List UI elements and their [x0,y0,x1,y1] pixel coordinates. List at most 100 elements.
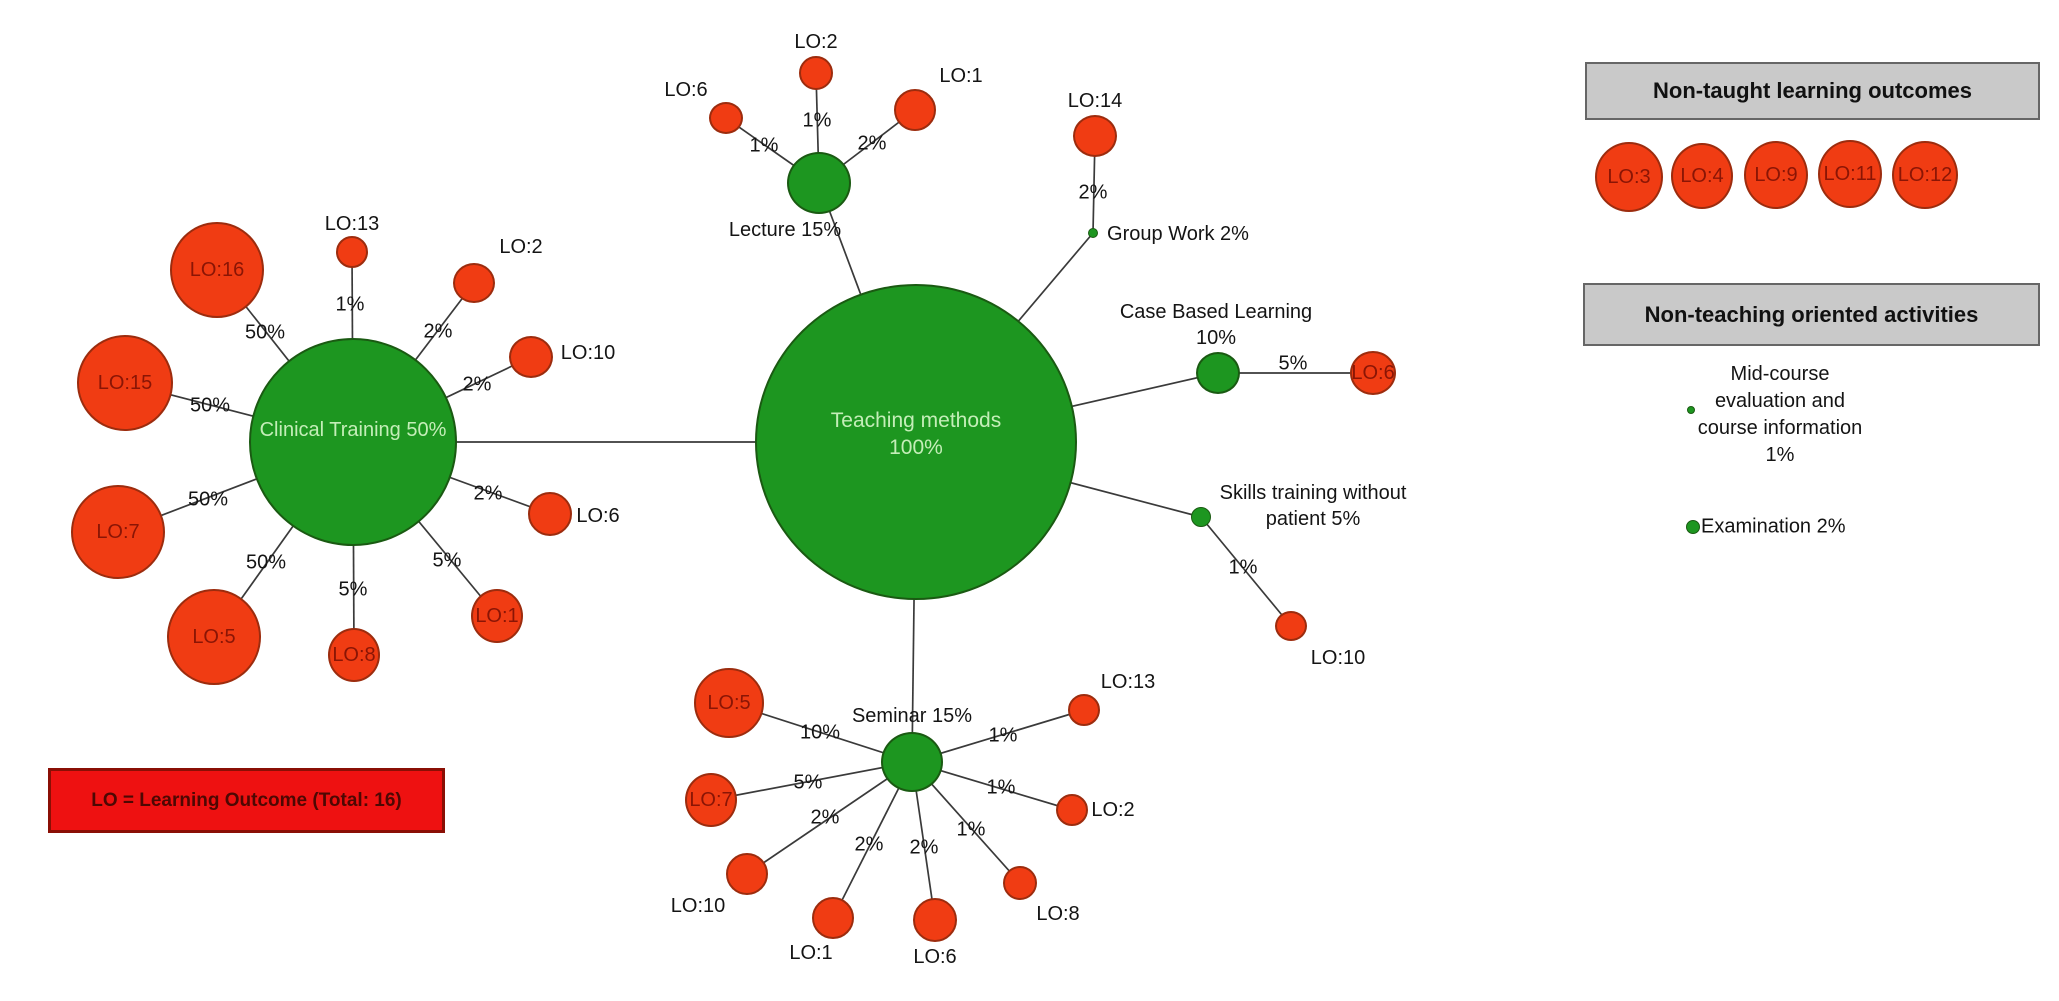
edge-percent-label: 2% [909,836,939,859]
node-ext-label-lo10-skills: LO:10 [1310,647,1366,669]
node-ext-label-cbl: Case Based Learning 10% [1119,301,1313,349]
node-lo1-clinical: LO:1 [471,589,523,643]
node-lo8-clinical: LO:8 [328,628,380,682]
node-label-clinical: Clinical Training 50% [259,419,447,441]
edge-seminar-lo7-seminar [710,761,913,801]
node-label-lo4: LO:4 [1680,165,1724,187]
node-label-lo16: LO:16 [189,259,245,281]
node-lo10-skills [1275,611,1307,641]
node-seminar [881,732,943,792]
edge-percent-label: 5% [1278,352,1308,375]
node-lo12: LO:12 [1892,141,1958,209]
edge-percent-label: 50% [189,394,231,417]
node-lo5-clinical: LO:5 [167,589,261,685]
node-lo3: LO:3 [1595,142,1663,212]
node-lo10-seminar [726,853,768,895]
node-label-lo5-clinical: LO:5 [192,626,236,648]
node-lo6-seminar [913,898,957,942]
node-examination-dot [1686,520,1700,534]
node-ext-label-lo10-clinical: LO:10 [560,342,616,364]
node-lo13-seminar [1068,694,1100,726]
node-label-lo15: LO:15 [97,372,153,394]
node-skills [1191,507,1211,527]
node-clinical: Clinical Training 50% [249,338,457,546]
node-ext-label-skills: Skills training without patient 5% [1219,482,1407,530]
legend-box: LO = Learning Outcome (Total: 16) [48,768,445,833]
node-label-teaching: Teaching methods 100% [830,408,1002,459]
node-ext-label-lecture: Lecture 15% [728,219,842,241]
node-ext-label-lo14: LO:14 [1067,90,1123,112]
node-label-lo9: LO:9 [1754,164,1798,186]
node-lo2-clinical [453,263,495,303]
node-lo11: LO:11 [1818,140,1882,208]
non-taught-outcomes-header: Non-taught learning outcomes [1585,62,2040,120]
node-teaching: Teaching methods 100% [755,284,1077,600]
midcourse-evaluation-label: Mid-course evaluation and course informa… [1697,363,1863,466]
edge-percent-label: 1% [802,109,832,132]
edge-percent-label: 1% [988,724,1018,747]
node-lo13-clinical [336,236,368,268]
node-label-lo12: LO:12 [1897,164,1953,186]
node-lo16: LO:16 [170,222,264,318]
node-lo2-seminar [1056,794,1088,826]
node-lo6-lecture [709,102,743,134]
node-groupwork [1088,228,1098,238]
node-ext-label-lo1-seminar: LO:1 [789,942,833,964]
node-ext-label-groupwork: Group Work 2% [1107,223,1249,245]
node-ext-label-lo13-clinical: LO:13 [324,213,380,235]
node-ext-label-lo2-clinical: LO:2 [499,236,543,258]
node-lo1-lecture [894,89,936,131]
node-ext-label-lo13-seminar: LO:13 [1100,671,1156,693]
node-lo14 [1073,115,1117,157]
edge-percent-label: 5% [338,578,368,601]
edge-percent-label: 50% [244,321,286,344]
node-lecture [787,152,851,214]
node-lo6-cbl: LO:6 [1350,351,1396,395]
edge-skills-lo10-skills [1200,516,1292,627]
legend-text: LO = Learning Outcome (Total: 16) [91,789,402,811]
node-label-lo7-seminar: LO:7 [689,789,733,811]
node-midcourse-dot [1687,406,1695,414]
edge-percent-label: 10% [799,721,841,744]
node-ext-label-lo6-seminar: LO:6 [913,946,957,968]
node-label-lo7-clinical: LO:7 [96,521,140,543]
node-lo4: LO:4 [1671,143,1733,209]
examination-label: Examination 2% [1701,515,1846,538]
edge-percent-label: 2% [1078,181,1108,204]
node-label-lo3: LO:3 [1607,166,1651,188]
edge-percent-label: 1% [1228,556,1258,579]
node-lo5-seminar: LO:5 [694,668,764,738]
node-label-lo11: LO:11 [1823,163,1877,185]
node-lo6-clinical [528,492,572,536]
edge-seminar-lo10-seminar [746,761,913,875]
node-ext-label-lo10-seminar: LO:10 [670,895,726,917]
node-ext-label-lo1-lecture: LO:1 [939,65,983,87]
node-ext-label-lo6-lecture: LO:6 [664,79,708,101]
edge-percent-label: 2% [810,806,840,829]
node-label-lo8-clinical: LO:8 [332,644,376,666]
edge-percent-label: 2% [857,132,887,155]
node-label-lo6-cbl: LO:6 [1351,362,1395,384]
node-ext-label-lo2-lecture: LO:2 [794,31,838,53]
node-lo7-seminar: LO:7 [685,773,737,827]
node-lo9: LO:9 [1744,141,1808,209]
node-lo7-clinical: LO:7 [71,485,165,579]
edge-percent-label: 1% [749,134,779,157]
edge-percent-label: 1% [956,818,986,841]
edge-percent-label: 5% [793,771,823,794]
node-lo8-seminar [1003,866,1037,900]
node-lo10-clinical [509,336,553,378]
non-teaching-activities-header: Non-teaching oriented activities [1583,283,2040,346]
node-ext-label-lo6-clinical: LO:6 [576,505,620,527]
edge-percent-label: 2% [423,320,453,343]
node-ext-label-lo2-seminar: LO:2 [1091,799,1135,821]
edge-percent-label: 1% [335,293,365,316]
node-label-lo5-seminar: LO:5 [707,692,751,714]
node-ext-label-seminar: Seminar 15% [851,705,973,727]
edge-percent-label: 5% [432,549,462,572]
edge-percent-label: 1% [986,776,1016,799]
node-lo1-seminar [812,897,854,939]
node-lo15: LO:15 [77,335,173,431]
edge-percent-label: 2% [854,833,884,856]
